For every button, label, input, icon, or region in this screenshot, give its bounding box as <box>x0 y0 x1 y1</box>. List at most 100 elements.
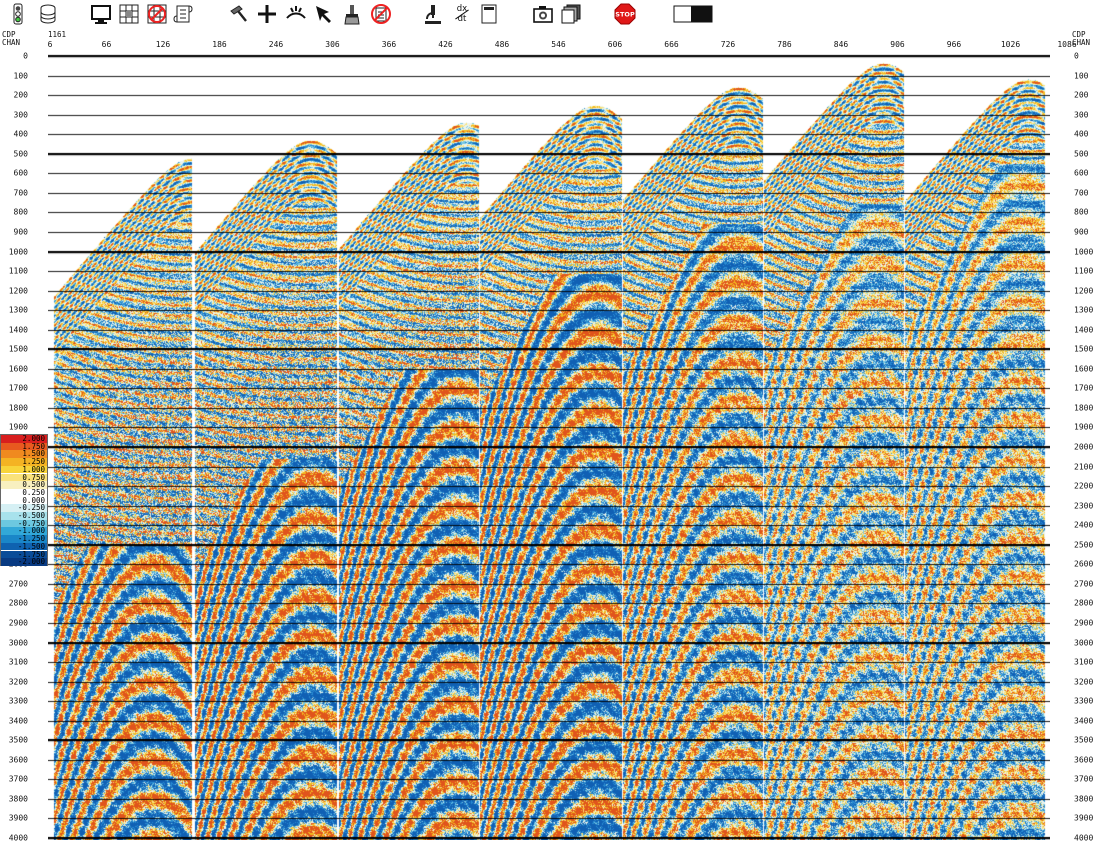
contrast-toggle-icon[interactable] <box>673 2 713 26</box>
time-tick-label: 0 <box>23 51 28 61</box>
derivative-icon[interactable]: dx dt <box>450 2 474 26</box>
scroll-icon[interactable] <box>172 2 196 26</box>
cdp-tick-label: 666 <box>664 40 679 49</box>
time-tick-label: 3400 <box>8 716 28 726</box>
layers-icon[interactable] <box>559 2 583 26</box>
time-tick-label: 3000 <box>8 638 28 647</box>
chan-label-left: CHAN <box>2 38 21 47</box>
time-tick-label: 3900 <box>8 813 28 823</box>
time-tick-label: 600 <box>13 168 28 178</box>
colorbar-entry: -1.750 <box>1 550 47 559</box>
arrow-pointer-icon[interactable] <box>312 2 336 26</box>
cdp-tick-label: 126 <box>155 40 171 49</box>
derivative-label: dx dt <box>455 3 469 24</box>
colorbar-entry: 1.000 <box>1 466 47 474</box>
time-tick-label: 500 <box>1074 149 1089 159</box>
time-tick-label: 1200 <box>8 286 28 296</box>
colorbar-entry: -1.250 <box>1 535 47 543</box>
time-tick-label: 3000 <box>1074 638 1094 647</box>
time-tick-label: 3200 <box>8 677 28 687</box>
time-tick-label: 1100 <box>8 266 28 276</box>
time-tick-label: 2500 <box>1074 540 1094 550</box>
time-tick-label: 3500 <box>8 735 28 745</box>
cdp-tick-label: 906 <box>890 40 905 49</box>
cdp-tick-label: 606 <box>607 40 623 49</box>
first-cdp-number: 1161 <box>48 30 67 39</box>
page-icon[interactable] <box>477 2 501 26</box>
time-tick-label: 1800 <box>8 403 28 413</box>
time-tick-label: 3100 <box>8 657 28 667</box>
time-tick-label: 1400 <box>1074 325 1094 335</box>
time-tick-label: 3100 <box>1074 657 1094 667</box>
time-tick-label: 3300 <box>8 696 28 706</box>
stop-label: STOP <box>615 11 635 19</box>
time-tick-label: 2000 <box>1074 442 1094 452</box>
time-tick-label: 3400 <box>1074 716 1094 726</box>
time-tick-label: 800 <box>1074 207 1089 217</box>
time-tick-label: 2900 <box>1074 618 1094 628</box>
time-tick-label: 500 <box>13 149 28 159</box>
brush-icon[interactable] <box>340 2 364 26</box>
chan-label-right: CHAN <box>1072 38 1091 47</box>
colorbar-entry: 1.250 <box>1 458 47 466</box>
camera-icon[interactable] <box>531 2 555 26</box>
cdp-tick-label: 1026 <box>1000 40 1021 49</box>
time-tick-label: 100 <box>1074 71 1089 81</box>
horizon-pick-icon[interactable] <box>284 2 308 26</box>
no-edit-icon[interactable] <box>369 2 393 26</box>
colorbar-entry: 1.500 <box>1 450 47 458</box>
time-tick-label: 2900 <box>8 618 28 628</box>
colorbar-entry: 0.000 <box>1 496 47 505</box>
colorbar-entry: 2.000 <box>1 435 47 443</box>
seismic-section[interactable] <box>48 53 1050 840</box>
time-tick-label: 3800 <box>1074 794 1094 804</box>
time-tick-label: 1000 <box>1074 247 1094 256</box>
cdp-tick-label: 6 <box>47 40 53 49</box>
cdp-tick-label: 786 <box>777 40 792 49</box>
cdp-tick-label: 366 <box>381 40 397 49</box>
time-tick-label: 1800 <box>1074 403 1094 413</box>
time-tick-label: 3600 <box>1074 755 1094 765</box>
cdp-label-left: CDP <box>2 30 16 39</box>
time-tick-label: 1600 <box>1074 364 1094 374</box>
monitor-icon[interactable] <box>89 2 113 26</box>
time-tick-label: 0 <box>1074 51 1079 61</box>
pick-hammer-icon[interactable] <box>226 2 250 26</box>
time-tick-label: 600 <box>1074 168 1089 178</box>
microscope-icon[interactable] <box>421 2 445 26</box>
time-tick-label: 800 <box>13 207 28 217</box>
time-tick-label: 3300 <box>1074 696 1094 706</box>
toolbar: dx dt STOP <box>0 0 1100 28</box>
cdp-tick-label: 306 <box>325 40 340 49</box>
time-tick-label: 2700 <box>1074 579 1094 589</box>
colorbar-entry: 0.250 <box>1 489 47 497</box>
crosshair-icon[interactable] <box>255 2 279 26</box>
no-grid-icon[interactable] <box>145 2 169 26</box>
time-tick-label: 700 <box>13 188 28 198</box>
time-axis-right: 0 100 200 300 400 500 600 700 800 900 1000 1100 1200… <box>1052 50 1100 843</box>
time-tick-label: 1300 <box>1074 305 1094 315</box>
time-tick-label: 400 <box>1074 129 1089 139</box>
colorbar-entry: -2.000 <box>1 558 47 566</box>
stop-icon[interactable]: STOP <box>613 2 637 26</box>
grid-select-icon[interactable] <box>117 2 141 26</box>
time-tick-label: 100 <box>13 71 28 81</box>
time-tick-label: 3800 <box>8 794 28 804</box>
header-labels: CDP CHAN CDP CHAN 1161 <box>0 28 1100 50</box>
traffic-light-icon[interactable] <box>6 2 30 26</box>
time-tick-label: 1500 <box>1074 344 1094 354</box>
colorbar-entry: -1.000 <box>1 527 47 535</box>
database-icon[interactable] <box>36 2 60 26</box>
time-tick-label: 3200 <box>1074 677 1094 687</box>
time-tick-label: 1400 <box>8 325 28 335</box>
time-tick-label: 400 <box>13 129 28 139</box>
time-tick-label: 2400 <box>1074 520 1094 530</box>
colorbar-entry: -0.750 <box>1 520 47 528</box>
cdp-tick-label: 546 <box>551 40 566 49</box>
time-tick-label: 700 <box>1074 188 1089 198</box>
time-tick-label: 2600 <box>1074 559 1094 569</box>
time-tick-label: 200 <box>1074 90 1089 100</box>
cdp-label-right: CDP <box>1072 30 1086 39</box>
time-tick-label: 1300 <box>8 305 28 315</box>
time-tick-label: 2200 <box>1074 481 1094 491</box>
